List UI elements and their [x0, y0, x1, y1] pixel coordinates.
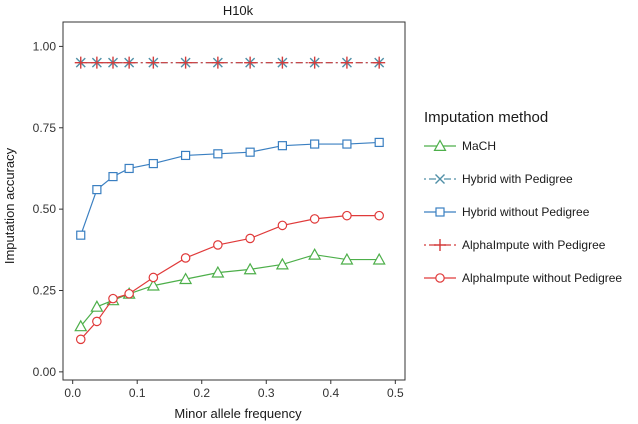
data-point — [147, 56, 160, 69]
data-point — [277, 220, 288, 231]
data-point — [213, 240, 223, 250]
data-point — [374, 137, 384, 148]
data-point — [244, 56, 257, 69]
series-hybrid-without-pedigree — [76, 137, 384, 240]
series-alphaimpute-without-pedigree — [75, 210, 384, 345]
y-tick-label: 1.00 — [33, 39, 57, 53]
data-point — [245, 147, 255, 157]
legend-item: AlphaImpute without Pedigree — [424, 271, 622, 285]
data-point — [310, 139, 320, 149]
data-point — [74, 319, 88, 332]
y-tick-label: 0.00 — [33, 365, 57, 379]
x-tick-label: 0.1 — [129, 386, 146, 400]
data-point — [435, 174, 445, 184]
data-point — [148, 158, 158, 169]
data-point — [179, 56, 192, 69]
series-alphaimpute-with-pedigree — [74, 56, 386, 69]
data-point — [340, 252, 354, 265]
legend-item: Hybrid with Pedigree — [424, 172, 573, 186]
data-point — [148, 272, 159, 283]
data-point — [123, 56, 136, 69]
y-tick-label: 0.50 — [33, 202, 57, 216]
data-point — [213, 149, 223, 159]
data-point — [435, 207, 445, 217]
chart-title: H10k — [223, 3, 254, 18]
x-tick-label: 0.4 — [322, 386, 339, 400]
data-point — [342, 139, 352, 149]
x-tick-label: 0.3 — [258, 386, 275, 400]
y-axis-ticks: 0.00 0.25 0.50 0.75 1.00 — [33, 39, 63, 379]
data-point — [435, 273, 445, 283]
data-point — [124, 288, 134, 299]
data-point — [74, 56, 87, 69]
legend-item: MaCH — [424, 139, 496, 153]
data-point — [108, 171, 118, 182]
data-point — [181, 150, 191, 161]
x-tick-label: 0.5 — [387, 386, 404, 400]
x-axis-ticks: 0.0 0.1 0.2 0.3 0.4 0.5 — [64, 380, 404, 400]
data-point — [76, 230, 86, 240]
data-point — [340, 56, 353, 69]
y-tick-label: 0.75 — [33, 121, 57, 135]
legend-label: MaCH — [462, 139, 496, 153]
data-point — [276, 56, 289, 69]
data-point — [92, 316, 102, 327]
data-point — [434, 239, 446, 251]
plot-panel — [62, 21, 406, 381]
data-point — [372, 252, 386, 265]
data-point — [245, 233, 255, 244]
data-point — [124, 163, 134, 174]
y-axis-label: Imputation accuracy — [2, 147, 17, 264]
data-point — [211, 56, 224, 69]
x-tick-label: 0.0 — [64, 386, 81, 400]
chart-marks — [74, 56, 386, 345]
y-tick-label: 0.25 — [33, 284, 57, 298]
legend-label: AlphaImpute with Pedigree — [462, 238, 606, 252]
data-point — [373, 56, 386, 69]
data-point — [90, 56, 103, 69]
data-point — [90, 300, 104, 312]
legend-label: Hybrid with Pedigree — [462, 172, 573, 186]
data-point — [243, 262, 257, 275]
data-point — [277, 141, 287, 151]
legend-label: Hybrid without Pedigree — [462, 205, 590, 219]
data-point — [180, 253, 191, 263]
legend-label: AlphaImpute without Pedigree — [462, 271, 622, 285]
data-point — [108, 293, 118, 304]
data-point — [179, 272, 193, 285]
data-point — [308, 247, 322, 260]
legend: Imputation method MaCH Hybrid with Pedigr… — [424, 109, 622, 285]
data-point — [342, 210, 352, 221]
data-point — [309, 214, 320, 224]
plot-frame — [62, 21, 406, 381]
data-point — [107, 56, 120, 69]
data-point — [275, 257, 289, 270]
data-point — [211, 265, 225, 278]
data-point — [75, 334, 86, 345]
legend-item: Hybrid without Pedigree — [424, 205, 590, 219]
legend-item: AlphaImpute with Pedigree — [424, 238, 606, 252]
data-point — [374, 210, 384, 221]
x-tick-label: 0.2 — [193, 386, 210, 400]
data-point — [308, 56, 321, 69]
x-axis-label: Minor allele frequency — [174, 406, 302, 421]
legend-title: Imputation method — [424, 109, 548, 126]
data-point — [433, 139, 447, 151]
data-point — [92, 185, 102, 195]
data-point — [146, 278, 160, 291]
